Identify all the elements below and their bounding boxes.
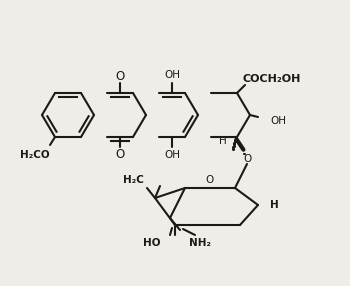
Text: COCH₂OH: COCH₂OH — [243, 74, 301, 84]
Text: OH: OH — [164, 70, 180, 80]
Text: HO: HO — [142, 238, 160, 248]
Text: O: O — [116, 69, 125, 82]
Text: NH₂: NH₂ — [189, 238, 211, 248]
Text: H₂C: H₂C — [122, 175, 144, 185]
Text: OH: OH — [270, 116, 286, 126]
Text: H: H — [219, 136, 227, 146]
Text: H: H — [270, 200, 279, 210]
Text: O: O — [243, 154, 251, 164]
Text: O: O — [206, 175, 214, 185]
Text: O: O — [116, 148, 125, 160]
Text: H₂CO: H₂CO — [20, 150, 50, 160]
Text: OH: OH — [164, 150, 180, 160]
